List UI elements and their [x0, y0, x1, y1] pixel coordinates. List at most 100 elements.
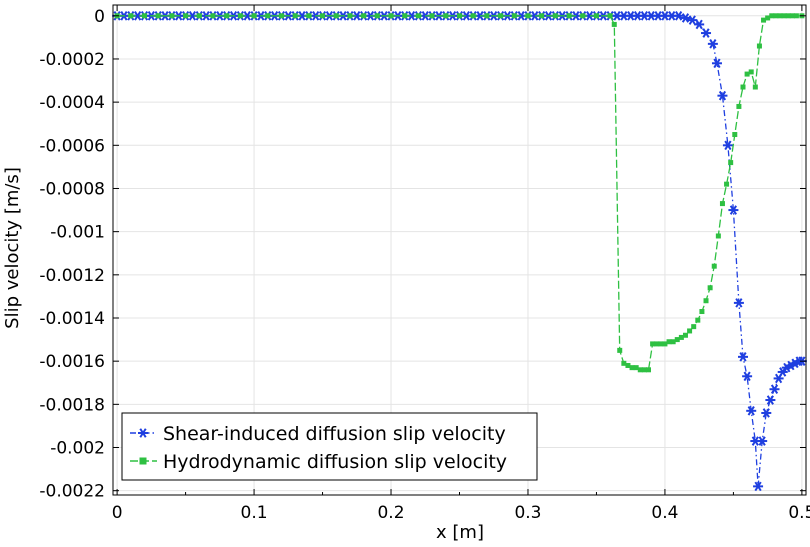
data-point-square: [687, 328, 693, 334]
x-tick-label: 0.3: [514, 503, 541, 523]
data-point-square: [740, 84, 746, 90]
data-point-asterisk: [773, 373, 784, 384]
data-point-square: [646, 367, 651, 373]
data-point-square: [415, 13, 421, 19]
data-point-square: [539, 13, 545, 19]
legend: Shear-induced diffusion slip velocity Hy…: [121, 412, 538, 481]
legend-marker-shear: [138, 428, 148, 438]
data-point-square: [629, 365, 635, 371]
data-point-square: [682, 332, 688, 338]
data-point-square: [292, 13, 298, 19]
data-point-square: [793, 13, 799, 19]
data-point-square: [650, 341, 656, 347]
data-point-square: [769, 13, 775, 19]
data-point-square: [470, 13, 476, 19]
y-axis-label: Slip velocity [m/s]: [2, 167, 23, 329]
data-point-square: [789, 13, 795, 19]
data-point-asterisk: [753, 481, 764, 492]
data-point-asterisk: [733, 298, 744, 308]
data-point-square: [265, 13, 271, 19]
data-point-square: [361, 13, 367, 19]
data-point-square: [552, 13, 558, 19]
y-tick-label: -0.002: [50, 439, 105, 459]
data-point-square: [695, 317, 701, 323]
data-point-square: [183, 13, 189, 19]
data-point-square: [744, 71, 750, 77]
data-point-square: [484, 13, 490, 19]
data-point-square: [637, 367, 643, 373]
data-point-square: [773, 13, 779, 19]
axes: 0 0.1 0.2 0.3 0.4 0.5 0 -0.0002 -0.0004 -0.0006 -0…: [39, 5, 810, 523]
data-point-square: [728, 160, 734, 166]
data-point-asterisk: [701, 28, 712, 38]
legend-entry-hydrodynamic: Hydrodynamic diffusion slip velocity: [130, 451, 507, 473]
data-point-square: [580, 13, 586, 19]
data-point-square: [566, 13, 572, 19]
data-point-asterisk: [746, 406, 757, 416]
data-point-square: [429, 13, 435, 19]
y-tick-label: -0.0012: [39, 266, 105, 286]
legend-label-hydrodynamic: Hydrodynamic diffusion slip velocity: [163, 451, 507, 473]
legend-marker-hydrodynamic: [139, 457, 147, 465]
data-point-square: [593, 13, 599, 19]
data-point-square: [169, 13, 175, 19]
data-point-asterisk: [138, 428, 148, 438]
data-point-square: [320, 13, 326, 19]
data-point-square: [611, 21, 617, 27]
data-point-square: [617, 347, 623, 353]
data-point-square: [724, 181, 730, 187]
y-tick-label: -0.001: [50, 223, 105, 243]
data-point-asterisk: [761, 408, 772, 418]
x-tick-label: 0.4: [651, 503, 678, 523]
data-point-asterisk: [765, 395, 776, 405]
data-point-square: [765, 15, 771, 21]
data-point-square: [142, 13, 147, 19]
data-point-square: [703, 298, 709, 304]
y-tick-label: -0.0008: [39, 179, 105, 199]
plot-series: [112, 10, 807, 492]
data-point-square: [388, 13, 394, 19]
y-tick-label: -0.0014: [39, 309, 105, 329]
data-point-square: [155, 13, 161, 19]
data-point-square: [715, 233, 721, 239]
series-hydrodynamic: [114, 13, 805, 373]
data-point-square: [128, 13, 134, 19]
data-point-square: [670, 339, 676, 345]
data-point-square: [756, 43, 762, 49]
data-point-square: [196, 13, 202, 19]
y-tick-label: -0.0022: [39, 482, 105, 502]
data-point-square: [525, 13, 531, 19]
data-point-asterisk: [680, 13, 691, 23]
data-point-asterisk: [711, 58, 722, 69]
data-point-square: [658, 341, 664, 347]
data-point-square: [333, 13, 339, 19]
data-point-square: [237, 13, 243, 19]
data-point-square: [621, 360, 627, 366]
data-point-square: [674, 337, 680, 343]
data-point-asterisk: [722, 140, 733, 151]
data-point-square: [777, 13, 783, 19]
data-point-asterisk: [687, 15, 698, 25]
legend-square: [139, 457, 147, 465]
data-point-square: [691, 324, 697, 330]
data-point-square: [699, 309, 705, 315]
data-point-square: [748, 69, 754, 75]
data-point-square: [224, 13, 230, 19]
data-point-square: [210, 13, 216, 19]
data-point-asterisk: [769, 384, 780, 395]
y-tick-label: -0.0002: [39, 50, 105, 70]
data-point-asterisk: [707, 39, 718, 49]
data-point-square: [719, 201, 725, 207]
legend-label-shear: Shear-induced diffusion slip velocity: [163, 423, 506, 445]
data-point-square: [666, 339, 672, 345]
data-point-asterisk: [777, 367, 788, 377]
data-point-square: [511, 13, 517, 19]
data-point-square: [785, 13, 791, 19]
data-point-asterisk: [728, 205, 739, 215]
data-point-asterisk: [717, 90, 728, 101]
data-point-square: [402, 13, 408, 19]
series-line: [117, 15, 802, 371]
data-point-square: [781, 13, 787, 19]
legend-entry-shear: Shear-induced diffusion slip velocity: [130, 423, 506, 445]
